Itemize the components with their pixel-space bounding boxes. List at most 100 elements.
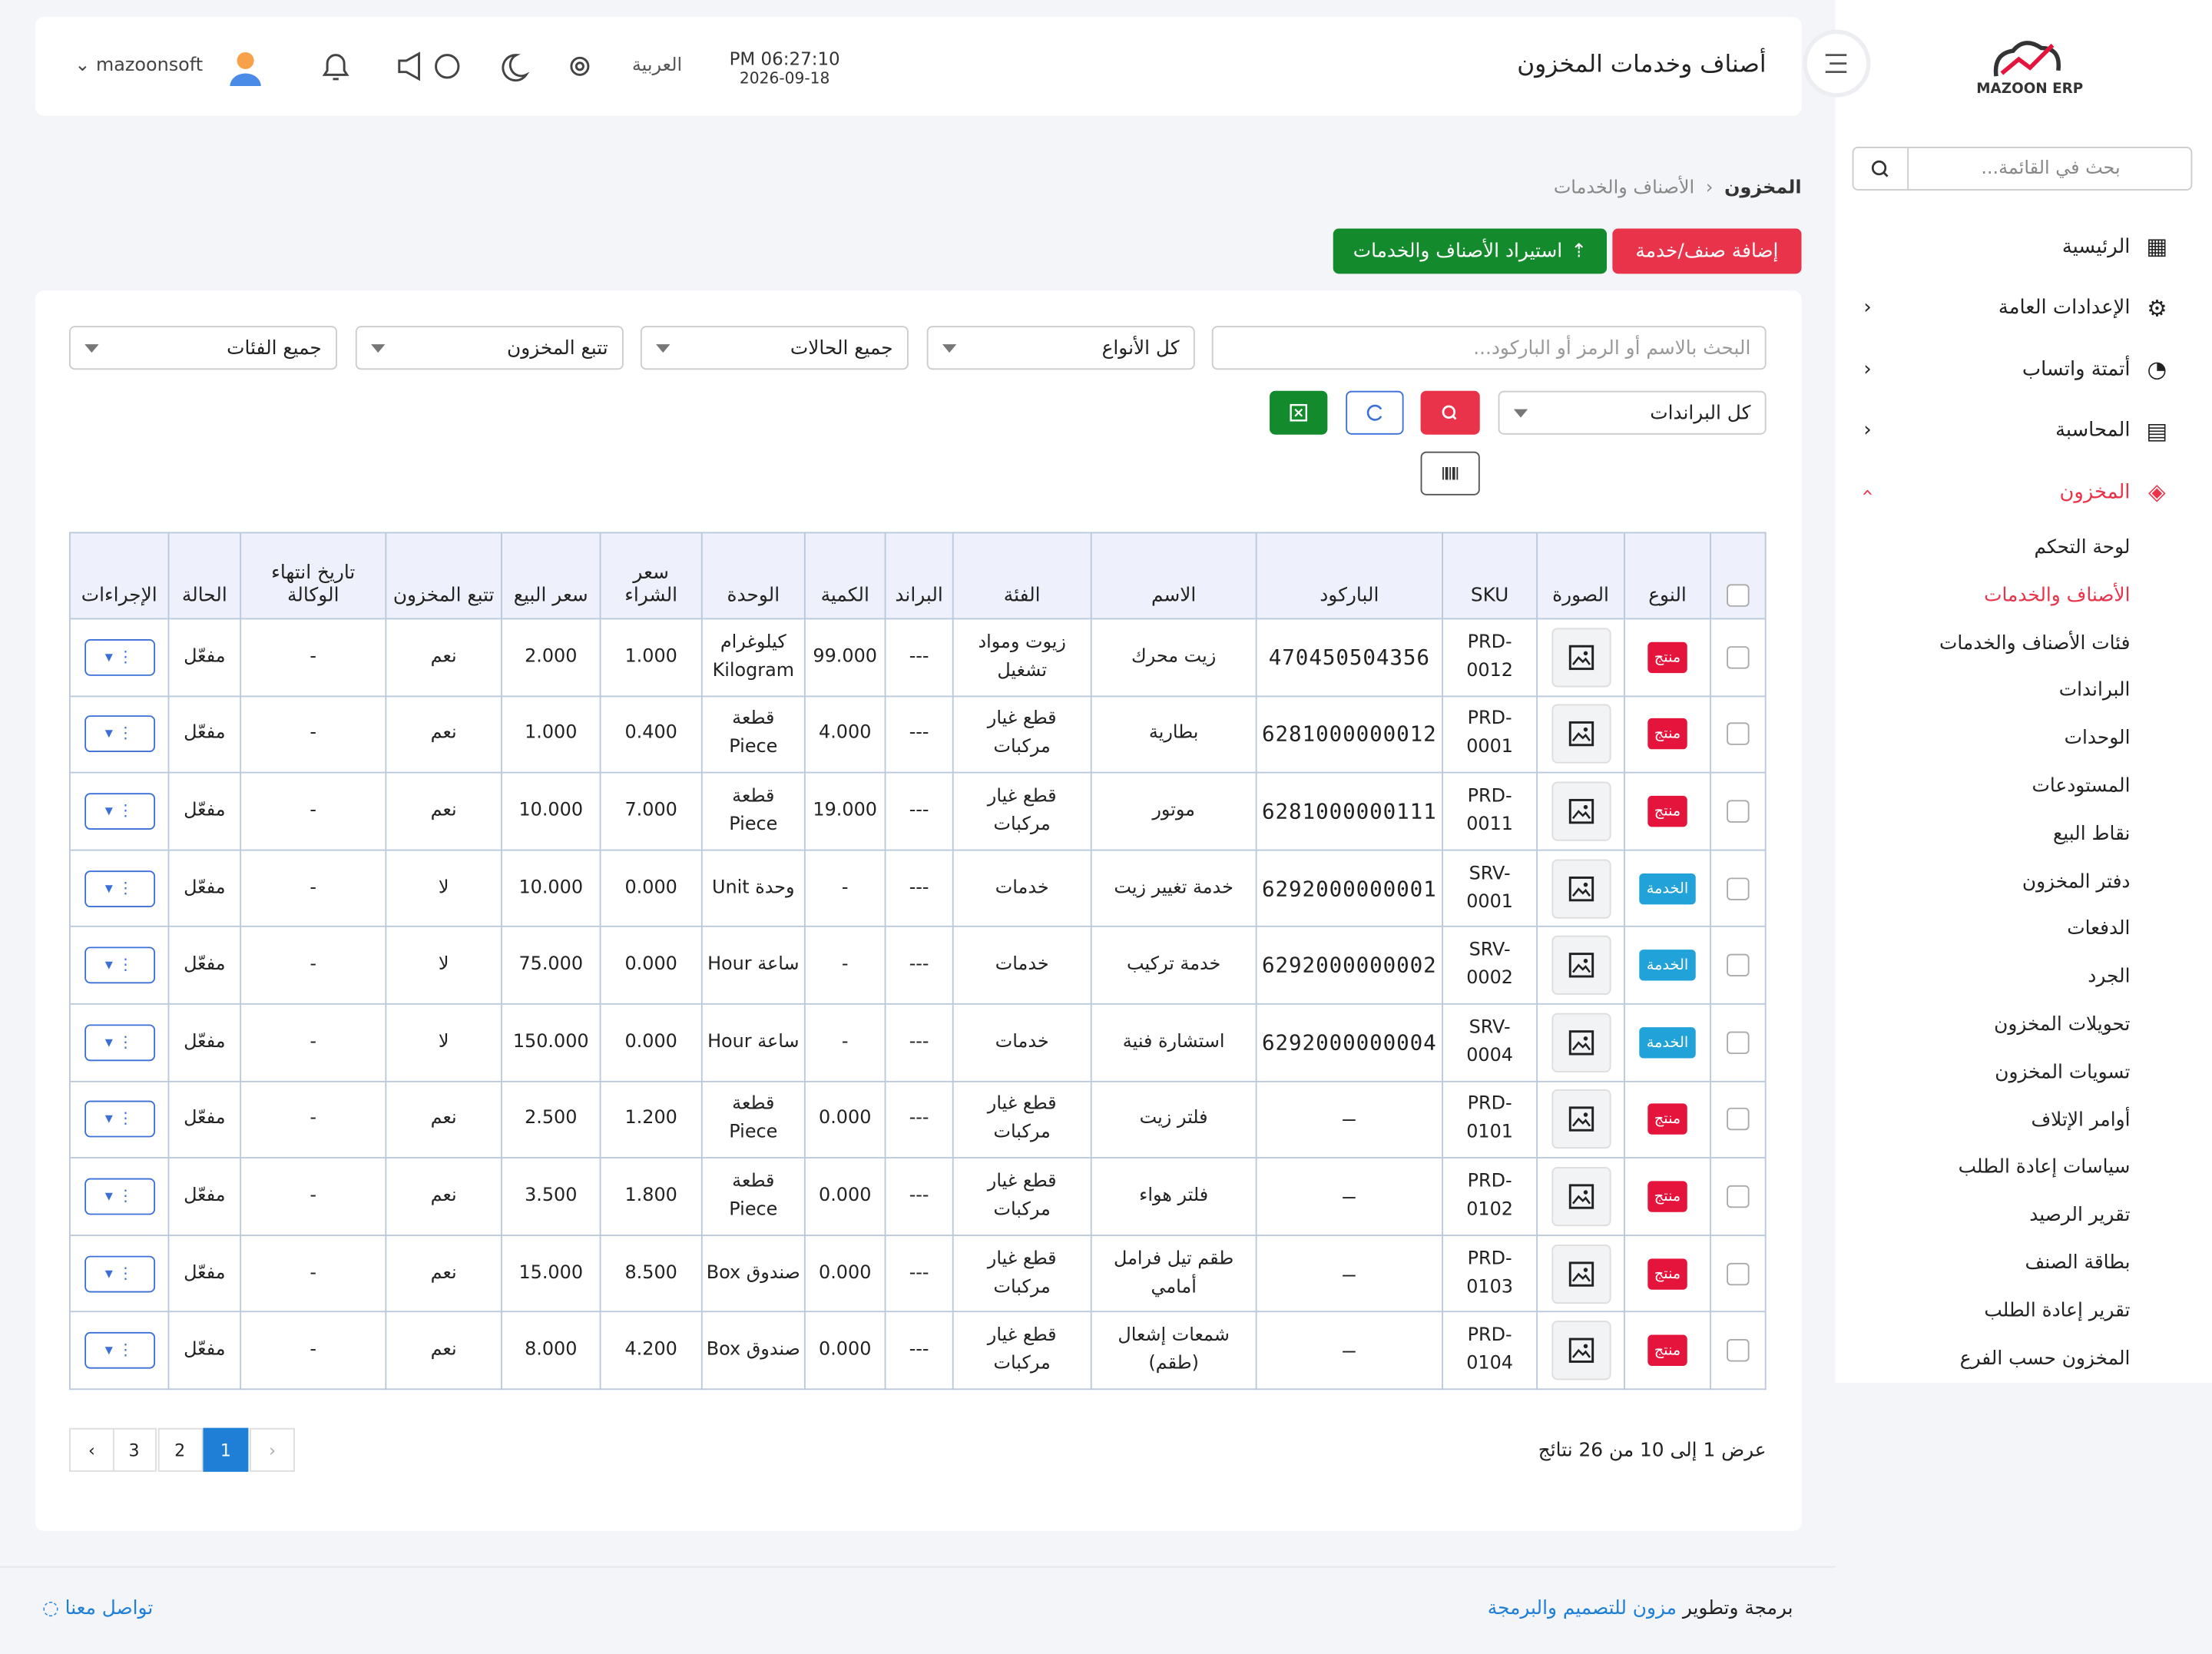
menu-label: الرئيسية bbox=[2061, 234, 2131, 258]
submenu-item[interactable]: تحويلات المخزون bbox=[1994, 1013, 2131, 1036]
user-menu[interactable]: ⌄ mazoonsoft bbox=[75, 55, 204, 77]
cell: منتج bbox=[1624, 1157, 1711, 1236]
submenu-item[interactable]: تقرير الرصيد bbox=[2029, 1204, 2131, 1227]
submenu-item[interactable]: سياسات إعادة الطلب bbox=[1958, 1156, 2131, 1179]
submenu-item[interactable]: دفتر المخزون bbox=[2022, 870, 2131, 893]
menu-item[interactable]: ▤ المحاسبة ‹ bbox=[1863, 417, 2170, 444]
actions-button[interactable]: ⋮ ▾ bbox=[84, 638, 155, 676]
type-badge: الخدمة bbox=[1639, 873, 1696, 904]
menu-item[interactable]: ◈ المخزون ‹ bbox=[1856, 479, 2170, 505]
cell: 6292000000004 bbox=[1255, 1003, 1443, 1082]
search-button[interactable] bbox=[1420, 390, 1480, 435]
caret bbox=[942, 343, 957, 353]
submenu-item[interactable]: البراندات bbox=[2058, 679, 2131, 702]
refresh-button[interactable] bbox=[1346, 390, 1404, 435]
cell: استشارة فنية bbox=[1090, 1003, 1257, 1082]
header-cell: تاريخ انتهاء الوكالة bbox=[240, 532, 387, 620]
export-button[interactable] bbox=[1270, 390, 1328, 435]
submenu-item[interactable]: الأصناف والخدمات bbox=[1984, 584, 2131, 607]
barcode-button[interactable] bbox=[1420, 451, 1480, 496]
image-box bbox=[1551, 1089, 1611, 1149]
checkbox[interactable] bbox=[1727, 953, 1750, 977]
checkbox[interactable] bbox=[1727, 877, 1750, 900]
cell bbox=[1710, 1003, 1767, 1082]
language[interactable]: العربية bbox=[631, 55, 683, 77]
header-cell: الباركود bbox=[1255, 532, 1443, 620]
actions-button[interactable]: ⋮ ▾ bbox=[84, 870, 155, 907]
submenu-item[interactable]: المستودعات bbox=[2032, 774, 2131, 797]
cell: 2.500 bbox=[501, 1080, 601, 1159]
add-button[interactable]: إضافة صنف/خدمة bbox=[1612, 228, 1802, 274]
filter-select[interactable]: جميع الفئات bbox=[69, 326, 337, 370]
page-prev[interactable]: ‹ bbox=[250, 1427, 295, 1472]
contact-link[interactable]: تواصل معنا ◌ bbox=[42, 1597, 154, 1620]
checkbox[interactable] bbox=[1727, 1031, 1750, 1054]
checkbox[interactable] bbox=[1727, 584, 1750, 607]
actions-button[interactable]: ⋮ ▾ bbox=[84, 715, 155, 753]
actions-button[interactable]: ⋮ ▾ bbox=[84, 793, 155, 830]
cell: منتج bbox=[1624, 1080, 1711, 1159]
cell: 0.400 bbox=[599, 694, 703, 774]
submenu-item[interactable]: الوحدات bbox=[2064, 727, 2131, 750]
sidebar-toggle[interactable] bbox=[1806, 34, 1867, 94]
page-button[interactable]: 3 bbox=[111, 1427, 157, 1472]
submenu-item[interactable]: الدفعات bbox=[2067, 917, 2131, 940]
filter-select[interactable]: كل الأنواع bbox=[926, 326, 1195, 370]
submenu-item[interactable]: أوامر الإتلاف bbox=[2031, 1108, 2131, 1132]
type-badge: منتج bbox=[1647, 1181, 1688, 1212]
submenu-item[interactable]: نقاط البيع bbox=[2053, 822, 2131, 845]
actions-button[interactable]: ⋮ ▾ bbox=[84, 1255, 155, 1292]
checkbox[interactable] bbox=[1727, 1339, 1750, 1362]
submenu-item[interactable]: تسويات المخزون bbox=[1995, 1060, 2131, 1084]
excel-icon bbox=[1290, 403, 1308, 422]
search-placeholder: بحث في القائمة... bbox=[1981, 157, 2121, 180]
search-btn[interactable] bbox=[1853, 148, 1909, 190]
submenu-item[interactable]: فئات الأصناف والخدمات bbox=[1939, 631, 2131, 655]
filter-select[interactable]: جميع الحالات bbox=[640, 326, 909, 370]
checkbox[interactable] bbox=[1727, 723, 1750, 746]
caret bbox=[84, 343, 99, 353]
checkbox[interactable] bbox=[1727, 800, 1750, 823]
actions-button[interactable]: ⋮ ▾ bbox=[84, 1178, 155, 1215]
cell: PRD-0011 bbox=[1442, 772, 1538, 851]
page-next[interactable]: › bbox=[69, 1427, 114, 1472]
submenu-item[interactable]: لوحة التحكم bbox=[2034, 535, 2131, 559]
cell: الخدمة bbox=[1624, 1003, 1711, 1082]
cell: --- bbox=[884, 694, 954, 774]
cell: منتج bbox=[1624, 1234, 1711, 1313]
page-button[interactable]: 1 bbox=[203, 1427, 249, 1472]
checkbox[interactable] bbox=[1727, 645, 1750, 669]
checkbox[interactable] bbox=[1727, 1108, 1750, 1131]
cell bbox=[1710, 1311, 1767, 1390]
submenu-item[interactable]: تقرير إعادة الطلب bbox=[1984, 1299, 2131, 1322]
search-input[interactable]: البحث بالاسم أو الرمز أو الباركود... bbox=[1211, 326, 1767, 370]
submenu-item[interactable]: الجرد bbox=[2088, 965, 2131, 989]
menu-item[interactable]: ⚙ الإعدادات العامة ‹ bbox=[1863, 294, 2170, 321]
menu-item[interactable]: ◔ أتمتة واتساب ‹ bbox=[1863, 356, 2170, 383]
cell: منتج bbox=[1624, 1311, 1711, 1390]
cell bbox=[1536, 1234, 1625, 1313]
filter-select[interactable]: تتبع المخزون bbox=[355, 326, 624, 370]
image-icon bbox=[1568, 1184, 1594, 1209]
image-icon bbox=[1568, 798, 1594, 824]
menu-item[interactable]: ▦ الرئيسية bbox=[1863, 233, 2170, 260]
footer: برمجة وتطوير مزون للتصميم والبرمجة تواصل… bbox=[0, 1566, 1836, 1654]
page-button[interactable]: 2 bbox=[157, 1427, 203, 1472]
actions-button[interactable]: ⋮ ▾ bbox=[84, 1024, 155, 1061]
crumb[interactable]: المخزون bbox=[1724, 177, 1802, 199]
submenu-item[interactable]: المخزون حسب الفرع bbox=[1959, 1347, 2131, 1370]
cell bbox=[1536, 1080, 1625, 1159]
menu-icon: ▦ bbox=[2146, 233, 2168, 260]
cell: 8.000 bbox=[501, 1311, 601, 1390]
submenu-item[interactable]: بطاقة الصنف bbox=[2025, 1251, 2131, 1274]
checkbox[interactable] bbox=[1727, 1262, 1750, 1285]
filter-select[interactable]: كل البراندات bbox=[1498, 390, 1767, 435]
cell: - bbox=[803, 1003, 886, 1082]
actions-button[interactable]: ⋮ ▾ bbox=[84, 1332, 155, 1369]
actions-button[interactable]: ⋮ ▾ bbox=[84, 946, 155, 984]
actions-button[interactable]: ⋮ ▾ bbox=[84, 1101, 155, 1139]
menu-search[interactable]: بحث في القائمة... bbox=[1852, 147, 2193, 191]
checkbox[interactable] bbox=[1727, 1185, 1750, 1208]
company-link[interactable]: مزون للتصميم والبرمجة bbox=[1487, 1597, 1677, 1620]
import-button[interactable]: ⇡ استيراد الأصناف والخدمات bbox=[1333, 228, 1608, 274]
